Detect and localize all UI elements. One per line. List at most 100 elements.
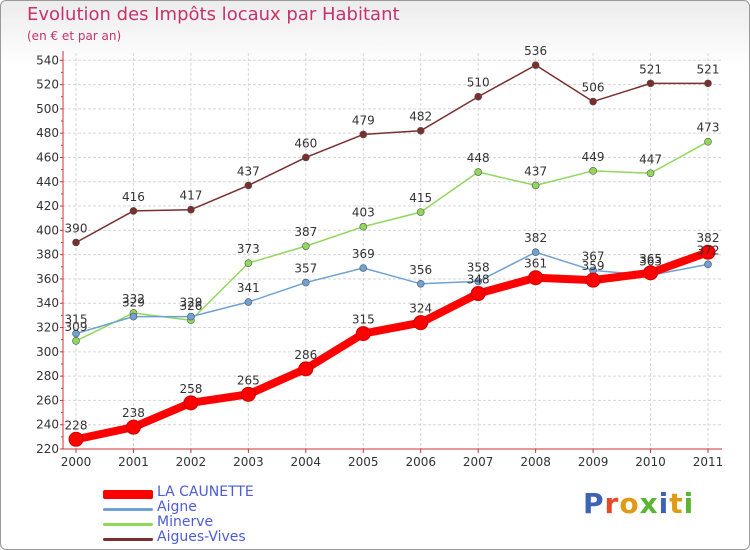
data-label-minerve-2007: 448	[467, 151, 490, 165]
data-label-aigues-vives-2011: 521	[697, 62, 720, 76]
legend-swatch-la-caunette	[103, 490, 153, 499]
brand-letter: t	[669, 487, 684, 520]
point-minerve-2006	[416, 208, 425, 216]
data-label-aigne-2000: 315	[65, 313, 88, 327]
y-tick-label-300: 300	[36, 345, 59, 359]
data-label-aigne-2005: 369	[352, 247, 375, 261]
x-tick-label-2002: 2002	[176, 455, 207, 469]
point-aigues-vives-2010	[646, 79, 655, 88]
brand-letter: o	[619, 487, 640, 520]
x-tick-label-2009: 2009	[578, 455, 609, 469]
point-la-caunette-2009	[585, 272, 601, 288]
data-label-aigues-vives-2000: 390	[65, 221, 88, 235]
data-label-minerve-2003: 373	[237, 242, 260, 256]
series-line-aigne	[75, 251, 709, 335]
data-label-minerve-2009: 449	[582, 150, 605, 164]
x-tick-label-2011: 2011	[693, 455, 724, 469]
data-label-minerve-2008: 437	[524, 164, 547, 178]
y-tick-label-320: 320	[36, 321, 59, 335]
data-label-aigne-2011: 372	[697, 243, 720, 257]
point-aigues-vives-2000	[72, 238, 80, 247]
data-label-minerve-2001: 332	[122, 292, 145, 306]
brand-letter: P	[583, 487, 605, 520]
brand-letter: r	[604, 487, 620, 520]
data-label-la-caunette-2000: 228	[65, 418, 88, 432]
point-aigne-2008	[531, 248, 540, 257]
point-aigues-vives-2003	[244, 181, 253, 190]
y-tick-label-380: 380	[36, 248, 59, 262]
data-label-minerve-2011: 473	[697, 121, 720, 135]
data-label-la-caunette-2003: 265	[237, 373, 260, 387]
data-label-la-caunette-2008: 361	[524, 257, 547, 271]
brand-letter: x	[639, 487, 659, 520]
point-la-caunette-2006	[413, 315, 429, 331]
brand-logo: Proxiti	[583, 487, 694, 520]
point-aigne-2006	[416, 279, 425, 288]
data-label-aigues-vives-2004: 460	[294, 136, 317, 150]
legend-label-aigues-vives: Aigues-Vives	[157, 529, 246, 545]
point-aigne-2000	[72, 329, 80, 338]
x-tick-label-2006: 2006	[405, 455, 436, 469]
point-la-caunette-2010	[643, 265, 659, 281]
point-la-caunette-2011	[700, 244, 716, 260]
brand-letter: i	[658, 487, 670, 520]
legend-swatch-aigues-vives	[103, 538, 153, 541]
x-tick-label-2007: 2007	[463, 455, 494, 469]
legend-swatch-minerve	[103, 523, 153, 526]
point-minerve-2004	[302, 242, 310, 250]
point-aigues-vives-2006	[416, 126, 425, 135]
point-la-caunette-2000	[68, 431, 84, 447]
point-aigne-2007	[474, 277, 482, 286]
y-tick-label-240: 240	[36, 418, 59, 432]
point-minerve-2011	[704, 137, 712, 146]
legend-swatch-aigne	[103, 508, 153, 511]
data-label-la-caunette-2004: 286	[294, 348, 317, 362]
data-label-minerve-2005: 403	[352, 206, 375, 220]
data-label-la-caunette-2001: 238	[122, 406, 145, 420]
x-tick-label-2003: 2003	[233, 455, 264, 469]
data-label-la-caunette-2006: 324	[409, 302, 432, 316]
data-label-la-caunette-2005: 315	[352, 313, 375, 327]
data-label-aigues-vives-2009: 506	[582, 81, 605, 95]
point-aigne-2002	[187, 312, 195, 321]
point-minerve-2003	[244, 259, 253, 267]
point-la-caunette-2001	[125, 419, 141, 435]
x-tick-label-2005: 2005	[348, 455, 379, 469]
data-label-minerve-2004: 387	[294, 225, 317, 239]
point-aigues-vives-2001	[129, 207, 138, 215]
series-line-minerve	[75, 140, 709, 342]
point-aigues-vives-2002	[187, 205, 195, 214]
data-label-aigne-2008: 382	[524, 231, 547, 245]
y-tick-label-260: 260	[36, 393, 59, 407]
y-tick-label-280: 280	[36, 369, 59, 383]
point-aigues-vives-2008	[531, 61, 540, 69]
data-label-aigues-vives-2010: 521	[639, 62, 662, 76]
point-aigues-vives-2004	[302, 153, 310, 162]
point-aigne-2001	[129, 312, 138, 321]
legend-label-minerve: Minerve	[157, 514, 214, 530]
y-tick-label-480: 480	[36, 126, 59, 140]
data-label-minerve-2006: 415	[409, 191, 432, 205]
x-tick-label-2001: 2001	[118, 455, 149, 469]
y-tick-label-520: 520	[36, 78, 59, 92]
data-label-la-caunette-2009: 359	[582, 259, 605, 273]
data-label-aigne-2003: 341	[237, 281, 260, 295]
point-aigne-2011	[704, 260, 712, 269]
data-label-aigne-2009: 367	[582, 249, 605, 263]
y-tick-label-440: 440	[36, 175, 59, 189]
point-aigues-vives-2009	[589, 97, 597, 106]
point-minerve-2008	[531, 181, 540, 190]
point-minerve-2007	[474, 168, 482, 176]
y-tick-label-540: 540	[36, 53, 59, 67]
x-tick-label-2000: 2000	[61, 455, 92, 469]
x-tick-label-2010: 2010	[635, 455, 666, 469]
y-tick-label-500: 500	[36, 102, 59, 116]
point-la-caunette-2005	[355, 326, 371, 342]
chart-title: Evolution des Impôts locaux par Habitant	[27, 4, 400, 25]
chart-subtitle: (en € et par an)	[27, 29, 122, 43]
legend-label-la-caunette: LA CAUNETTE	[157, 484, 254, 500]
point-minerve-2010	[646, 169, 655, 178]
y-tick-label-400: 400	[36, 223, 59, 237]
brand-letter: i	[683, 487, 695, 520]
